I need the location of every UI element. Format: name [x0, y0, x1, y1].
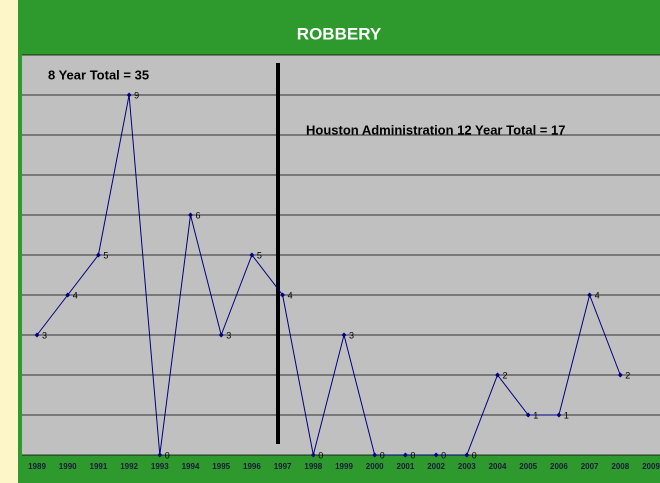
data-label: 3: [42, 330, 47, 340]
marker: [280, 292, 286, 298]
data-label: 1: [533, 410, 538, 420]
data-label: 6: [196, 210, 201, 220]
data-label: 0: [165, 450, 170, 460]
data-label: 2: [503, 370, 508, 380]
x-tick-label: 2007: [581, 462, 599, 471]
x-tick-label: 1990: [59, 462, 77, 471]
data-label: 9: [134, 90, 139, 100]
x-tick-label: 1994: [182, 462, 200, 471]
marker: [65, 292, 71, 298]
annotation: 8 Year Total = 35: [48, 67, 149, 82]
x-tick-label: 2009: [642, 462, 660, 471]
x-tick-label: 2000: [366, 462, 384, 471]
data-label: 5: [257, 250, 262, 260]
marker: [188, 212, 193, 218]
x-tick-label: 2006: [550, 462, 568, 471]
x-tick-label: 1989: [28, 462, 46, 471]
data-label: 0: [472, 450, 477, 460]
marker: [372, 452, 378, 458]
marker: [218, 332, 224, 338]
data-label: 4: [73, 290, 78, 300]
data-label: 4: [595, 290, 600, 300]
x-tick-label: 2004: [489, 462, 507, 471]
x-tick-label: 1995: [212, 462, 230, 471]
data-label: 2: [625, 370, 630, 380]
x-tick-label: 2005: [519, 462, 537, 471]
x-tick-label: 1999: [335, 462, 353, 471]
marker: [433, 452, 439, 458]
x-tick-label: 1992: [120, 462, 138, 471]
marker: [341, 332, 347, 338]
marker: [464, 452, 470, 458]
marker: [525, 412, 531, 418]
x-tick-label: 1991: [90, 462, 108, 471]
marker: [617, 372, 623, 378]
marker: [157, 452, 163, 458]
data-label: 1: [564, 410, 569, 420]
data-label: 0: [410, 450, 415, 460]
x-tick-label: 2001: [397, 462, 415, 471]
data-label: 0: [318, 450, 323, 460]
x-tick-label: 1996: [243, 462, 261, 471]
data-label: 0: [380, 450, 385, 460]
x-tick-label: 1998: [304, 462, 322, 471]
grid: [22, 54, 660, 456]
x-tick-label: 2002: [427, 462, 445, 471]
x-tick-label: 2003: [458, 462, 476, 471]
annotation: Houston Administration 12 Year Total = 1…: [306, 122, 565, 137]
data-label: 4: [288, 290, 293, 300]
x-tick-label: 1997: [274, 462, 292, 471]
data-label: 5: [103, 250, 108, 260]
marker: [249, 252, 255, 258]
data-label: 0: [441, 450, 446, 460]
chart-title: ROBBERY: [297, 24, 382, 43]
marker: [402, 452, 408, 458]
line: [36, 94, 621, 456]
x-tick-label: 2008: [611, 462, 629, 471]
data-label: 3: [349, 330, 354, 340]
marker: [556, 412, 562, 418]
marker: [126, 92, 132, 98]
data-label: 3: [226, 330, 231, 340]
marker: [34, 332, 40, 338]
marker: [587, 292, 593, 298]
x-tick-label: 1993: [151, 462, 169, 471]
marker: [495, 372, 500, 378]
marker: [310, 452, 316, 458]
marker: [95, 252, 101, 258]
